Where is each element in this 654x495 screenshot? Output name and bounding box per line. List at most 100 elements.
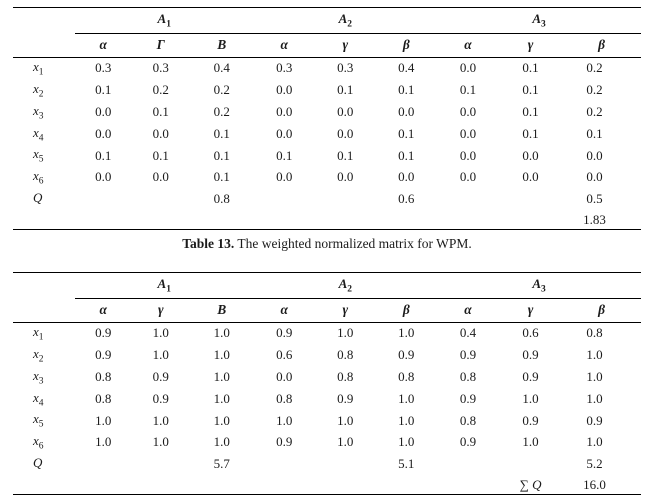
cell: 0.9 [459,434,477,450]
cell: 0.9 [522,369,539,385]
table-row: x2 0.1 0.2 0.2 0.0 0.1 0.1 0.1 0.1 0.2 [13,79,641,101]
cell: 0.1 [398,125,415,141]
cell: 0.5 [586,191,603,207]
subheader-cell: β [375,298,438,323]
cell: 0.1 [586,125,603,141]
cell: 0.3 [337,60,354,76]
group-header-a1: A1 [75,7,254,34]
cell: 1.0 [398,325,415,341]
subheader-cell: α [75,33,132,58]
cell: 0.2 [586,104,603,120]
cell: 0.9 [522,412,539,428]
cell: 1.0 [213,390,230,406]
cell: 0.2 [586,82,603,98]
group-subscript: 2 [347,284,352,295]
cell: 0.0 [276,369,293,385]
cell: 0.0 [276,82,293,98]
row-label: x2 [33,80,44,100]
cell: 0.9 [152,390,169,406]
cell: 1.0 [522,390,539,406]
cell: 0.0 [459,169,477,185]
cell: 0.2 [213,82,230,98]
cell: 1.0 [213,369,230,385]
cell [75,453,132,475]
cell: 0.3 [276,60,293,76]
row-label: x1 [33,59,44,78]
table-row: x5 1.0 1.0 1.0 1.0 1.0 1.0 0.8 0.9 0.9 [13,410,641,432]
cell: 0.9 [586,412,603,428]
cell: 0.3 [152,60,169,76]
subheader-cell: α [437,33,500,58]
cell: 1.0 [213,434,230,450]
group-header-a3: A3 [437,272,642,299]
cell [254,188,316,210]
subheader-cell: B [190,33,254,58]
group-label: A [532,11,541,26]
subheader-cell: Γ [131,33,190,58]
cell [254,210,316,230]
cell: 0.8 [95,390,112,406]
cell: 0.0 [152,169,169,185]
cell: 1.0 [152,347,169,363]
subheader-cell: α [437,298,500,323]
table-row: x5 0.1 0.1 0.1 0.1 0.1 0.1 0.0 0.0 0.0 [13,145,641,167]
sum-q-label: ∑ Q [519,476,542,492]
cell: 1.0 [586,434,603,450]
group-subscript: 1 [166,284,171,295]
cell: 0.1 [398,82,415,98]
cell [315,188,376,210]
cell: 0.0 [276,125,293,141]
table-row: Q 5.7 5.1 5.2 [13,453,641,475]
cell: 1.0 [213,325,230,341]
table-row: x4 0.8 0.9 1.0 0.8 0.9 1.0 0.9 1.0 1.0 [13,388,641,410]
subheader-row: α γ B α γ β α γ β [13,298,642,323]
group-label: A [157,276,167,291]
cell: 0.0 [522,147,539,163]
subheader-cell: B [190,298,254,323]
cell: 0.4 [398,60,415,76]
cell: 0.2 [213,104,230,120]
cell: 0.9 [276,325,293,341]
table-row: x6 0.0 0.0 0.1 0.0 0.0 0.0 0.0 0.0 0.0 [13,167,641,189]
cell: 0.0 [95,125,112,141]
cell: 0.1 [398,147,415,163]
cell: 0.9 [152,369,169,385]
cell: 0.0 [337,125,354,141]
cell: 0.6 [522,325,539,341]
cell: 0.0 [459,104,477,120]
corner-cell [13,273,75,299]
cell: 1.0 [586,369,603,385]
cell: 0.8 [337,347,354,363]
cell: 0.0 [337,104,354,120]
cell: 0.0 [459,125,477,141]
group-subscript: 1 [166,19,171,30]
group-label: A [532,276,541,291]
cell: 0.9 [95,347,112,363]
cell: 0.8 [276,390,293,406]
cell: 0.0 [95,169,112,185]
cell: 0.1 [152,104,169,120]
group-header-row: A1 A2 A3 [13,7,642,34]
cell: 0.9 [522,347,539,363]
cell: 1.0 [398,412,415,428]
row-label: x5 [33,411,44,430]
cell: 0.8 [213,191,230,207]
row-label: x1 [33,324,44,343]
cell: 0.6 [398,191,415,207]
cell: 0.0 [586,169,603,185]
upper-matrix-table: A1 A2 A3 α Γ B α γ β α γ β x1 0.3 0.3 0.4 0… [13,7,642,231]
cell [499,453,562,475]
table-row: x2 0.9 1.0 1.0 0.6 0.8 0.9 0.9 0.9 1.0 [13,344,641,366]
table-row: 1.83 [13,210,641,230]
cell: 0.1 [522,82,539,98]
row-label: Q [33,189,43,205]
cell: 0.1 [152,147,169,163]
row-label: x6 [33,168,44,187]
subheader-cell: γ [499,33,563,58]
cell: 0.9 [459,347,477,363]
table-row: x3 0.8 0.9 1.0 0.0 0.8 0.8 0.8 0.9 1.0 [13,366,641,388]
table-row: x6 1.0 1.0 1.0 0.9 1.0 1.0 0.9 1.0 1.0 [13,432,641,454]
row-label: x4 [33,389,44,409]
group-subscript: 3 [541,284,546,295]
cell: 0.0 [276,169,293,185]
